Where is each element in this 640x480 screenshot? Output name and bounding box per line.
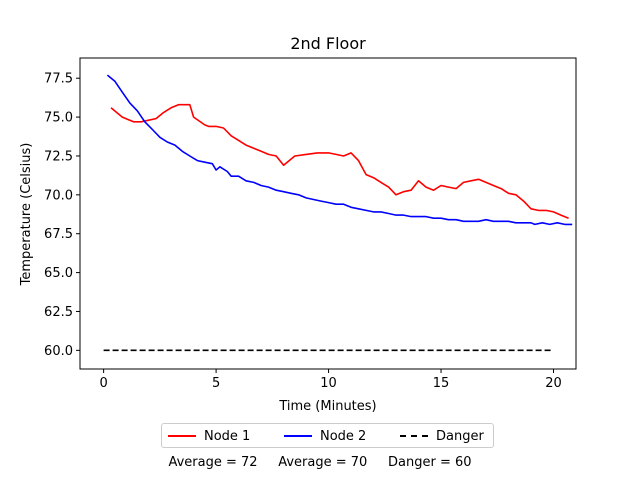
legend-swatch-node-2 — [284, 435, 312, 437]
x-tick-label: 15 — [433, 376, 450, 391]
x-axis-label: Time (Minutes) — [278, 399, 376, 414]
summary-line: Average = 72 Average = 70 Danger = 60 — [0, 455, 640, 470]
x-tick-label: 5 — [212, 376, 220, 391]
y-tick-label: 70.0 — [44, 188, 73, 203]
legend-swatch-danger — [400, 435, 428, 437]
y-ticks: 60.0 62.5 65.0 67.5 70.0 72.5 75.0 77.5 — [44, 72, 80, 359]
node-1-average: Average = 72 — [168, 455, 258, 470]
y-axis-label: Temperature (Celsius) — [19, 143, 34, 287]
danger-threshold: Danger = 60 — [388, 455, 472, 470]
series-line-node-2 — [106, 74, 573, 226]
y-tick-label: 65.0 — [44, 266, 73, 281]
legend-item-node-1: Node 1 — [168, 427, 250, 445]
x-tick-label: 0 — [99, 376, 107, 391]
legend-item-node-2: Node 2 — [284, 427, 366, 445]
legend: Node 1 Node 2 Danger — [161, 423, 494, 448]
legend-label-danger: Danger — [436, 428, 484, 444]
x-tick-label: 10 — [320, 376, 337, 391]
y-tick-label: 72.5 — [44, 149, 73, 164]
x-ticks: 0 5 10 15 20 — [99, 369, 562, 391]
chart-title: 2nd Floor — [290, 34, 366, 53]
legend-swatch-node-1 — [168, 435, 196, 437]
x-tick-label: 20 — [545, 376, 562, 391]
series-line-node-1 — [110, 103, 569, 219]
legend-item-danger: Danger — [400, 427, 484, 445]
plot-layer — [103, 74, 573, 352]
legend-label-node-2: Node 2 — [320, 428, 367, 444]
y-tick-label: 60.0 — [44, 344, 73, 359]
node-2-average: Average = 70 — [278, 455, 368, 470]
y-tick-label: 62.5 — [44, 305, 73, 320]
y-tick-label: 77.5 — [44, 72, 73, 87]
legend-label-node-1: Node 1 — [204, 428, 251, 444]
plot-frame — [79, 57, 577, 370]
y-tick-label: 67.5 — [44, 227, 73, 242]
y-tick-label: 75.0 — [44, 111, 73, 126]
